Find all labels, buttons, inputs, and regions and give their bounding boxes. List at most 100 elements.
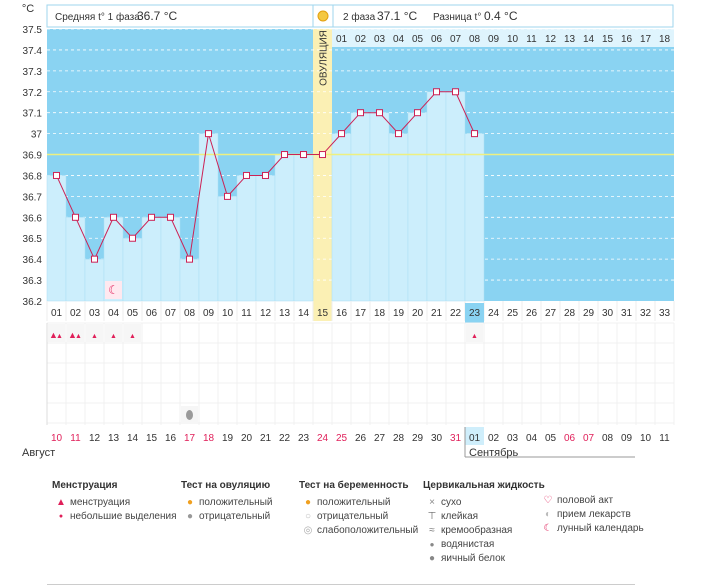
temperature-point [167,213,174,221]
ovulation-column [313,29,332,301]
phase2-day-strip [332,29,674,47]
y-tick-label: 37.1 [23,109,43,120]
temperature-point [300,151,307,159]
phase2-day-label: 07 [450,34,462,45]
y-tick-label: 37.3 [23,67,43,78]
cycle-day-label: 28 [564,308,576,319]
temperature-bar [445,91,466,302]
y-tick-label: 37.4 [23,46,43,57]
phase2-day-label: 17 [640,34,652,45]
temperature-bar [369,112,390,302]
cycle-day-label: 24 [488,308,500,319]
heart-icon: ♡ [543,494,553,506]
moon-marker-bg [105,281,122,299]
cycle-day-label: 10 [222,308,234,319]
temperature-bar [65,217,86,302]
date-label: 04 [526,433,538,444]
menstruation-icon: ▲ [49,330,58,340]
date-label: 23 [298,433,310,444]
cycle-day-label: 33 [659,308,671,319]
cycle-day-label: 02 [70,308,82,319]
cycle-day-label: 11 [241,308,252,319]
moon-icon: ☾ [543,522,553,534]
legend-pregnancy-test: Тест на беременность ● положительный ○ отр… [299,480,419,536]
cycle-day-label: 20 [412,308,424,319]
date-label: 28 [393,433,405,444]
temperature-point [186,255,193,263]
temperature-bar [236,175,257,302]
date-label: 09 [621,433,633,444]
temperature-bar [217,196,238,302]
y-tick-label: 37 [31,130,43,141]
sun-icon [317,10,329,22]
phase2-day-label: 14 [583,34,595,45]
y-tick-label: 37.5 [23,25,43,36]
current-day-highlight [465,303,484,323]
cycle-day-label: 31 [621,308,633,319]
spotting-icon: ▲ [91,333,98,340]
cycle-day-label: 21 [431,308,443,319]
y-tick-label: 36.6 [23,213,43,224]
watery-icon: ● [429,539,435,549]
temperature-bar [122,237,143,302]
sticky-icon: ⊤ [427,510,437,522]
phase2-day-label: 16 [621,34,633,45]
menstruation-icon: ▲ [75,333,82,340]
creamy-icon: ≈ [429,524,435,536]
phase2-day-label: 05 [412,34,424,45]
temperature-bar [407,112,428,302]
temperature-bar [331,133,352,302]
date-label: 24 [317,433,329,444]
phase2-day-label: 12 [545,34,557,45]
pregnancy-positive-icon: ● [304,496,312,508]
date-label: 30 [431,433,443,444]
temperature-point [414,109,421,117]
cycle-day-label: 27 [545,308,557,319]
cycle-day-label: 04 [108,308,120,319]
temperature-point [452,88,459,96]
phase2-day-label: 06 [431,34,443,45]
cycle-day-label: 18 [374,308,386,319]
temperature-point [72,213,79,221]
temperature-bar [464,133,485,302]
y-tick-label: 37.2 [23,88,43,99]
date-label: 03 [507,433,519,444]
pill-icon: ◐ [544,508,552,520]
y-tick-label: 36.4 [23,255,43,266]
date-label: 17 [184,433,196,444]
temperature-point [281,151,288,159]
cycle-day-label: 09 [203,308,215,319]
cycle-day-label: 19 [393,308,405,319]
phase2-day-label: 02 [355,34,367,45]
menstruation-cell [67,324,84,342]
y-unit-label: °C [22,3,34,15]
date-label: 15 [146,433,158,444]
spotting-icon: ● [58,512,64,520]
cycle-day-label: 14 [298,308,310,319]
spotting-icon: ▲ [110,333,117,340]
phase2-day-label: 15 [602,34,614,45]
temperature-bar [179,258,200,302]
date-label: 13 [108,433,120,444]
date-label: 05 [545,433,557,444]
cycle-day-label: 12 [260,308,272,319]
temperature-point [243,171,250,179]
diff-label: Разница t° [433,12,481,23]
bbt-chart: °C Средняя t° 1 фаза 36.7 °C 2 фаза 37.1… [22,3,675,459]
temperature-bar [388,133,409,302]
cycle-day-label: 13 [279,308,291,319]
menstruation-cell [124,324,141,342]
temperature-bar [141,217,162,302]
date-label: 10 [640,433,652,444]
phase2-day-label: 11 [526,34,537,45]
cycle-day-label: 15 [317,308,329,319]
phase2-day-label: 03 [374,34,386,45]
temperature-point [205,130,212,138]
legend-ovulation-test: Тест на овуляцию ● положительный ● отрицат… [181,480,273,522]
date-label: 06 [564,433,576,444]
egg-white-icon: ● [428,552,436,564]
cycle-day-label: 30 [602,308,614,319]
egg-white-icon [186,410,193,420]
y-tick-label: 36.8 [23,171,43,182]
date-label: 16 [165,433,177,444]
